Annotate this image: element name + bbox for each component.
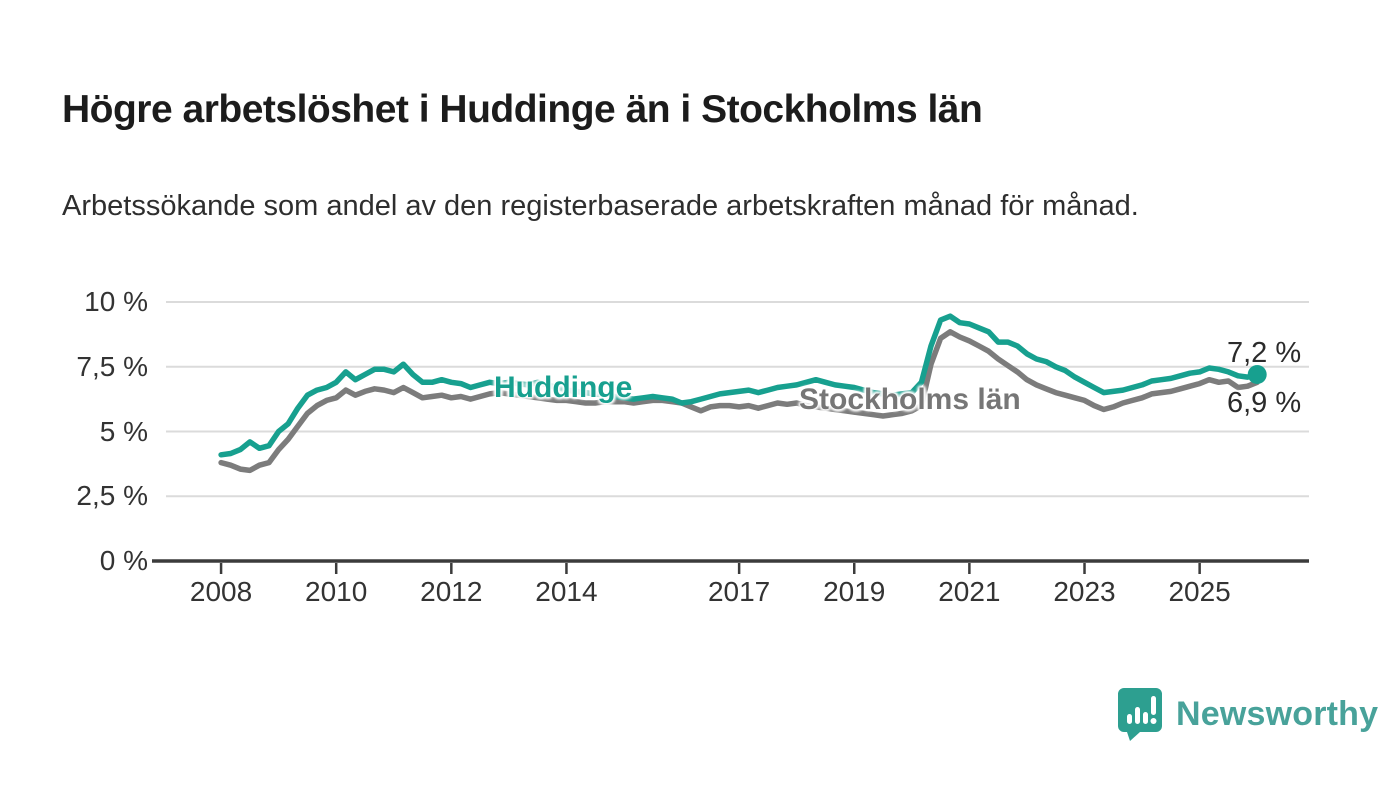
series-end-dot bbox=[1247, 365, 1267, 385]
x-tick-label: 2023 bbox=[1053, 576, 1116, 607]
bar-1 bbox=[1127, 714, 1132, 724]
series-line-stockholms-lan bbox=[218, 329, 1260, 474]
end-value-label-stockholms-lan: 6,9 % bbox=[1227, 387, 1302, 419]
newsworthy-wordmark: Newsworthy bbox=[1176, 694, 1379, 733]
series-label-stockholms-lan: Stockholms län bbox=[799, 383, 1021, 416]
bar-3 bbox=[1143, 712, 1148, 724]
x-tick-label: 2008 bbox=[189, 576, 253, 607]
chart-subtitle: Arbetssökande som andel av den registerb… bbox=[62, 190, 1139, 222]
x-tick-label: 2014 bbox=[535, 576, 598, 607]
page-title: Högre arbetslöshet i Huddinge än i Stock… bbox=[62, 88, 983, 132]
y-tick-label: 5 % bbox=[99, 415, 148, 447]
x-tick-label: 2019 bbox=[823, 576, 886, 607]
y-tick-label: 10 % bbox=[84, 286, 148, 317]
y-tick-label: 0 % bbox=[99, 545, 148, 576]
newsworthy-branding: Newsworthy bbox=[1110, 686, 1378, 742]
newsworthy-speech-bubble-bar-chart-icon bbox=[1118, 688, 1162, 741]
x-tick-label: 2017 bbox=[707, 576, 771, 607]
x-tick-label: 2025 bbox=[1168, 576, 1231, 607]
series-line-huddinge bbox=[218, 313, 1260, 458]
x-tick-label: 2021 bbox=[938, 576, 1001, 607]
end-value-label-huddinge: 7,2 % bbox=[1227, 337, 1302, 369]
exclamation-dot bbox=[1150, 718, 1157, 724]
x-tick-label: 2012 bbox=[420, 576, 483, 607]
y-tick-label: 7,5 % bbox=[76, 350, 148, 382]
x-tick-label: 2010 bbox=[305, 576, 368, 607]
bar-2 bbox=[1135, 707, 1140, 724]
y-tick-label: 2,5 % bbox=[76, 480, 148, 512]
series-label-huddinge: Huddinge bbox=[494, 371, 633, 404]
exclamation-bar bbox=[1151, 696, 1156, 715]
